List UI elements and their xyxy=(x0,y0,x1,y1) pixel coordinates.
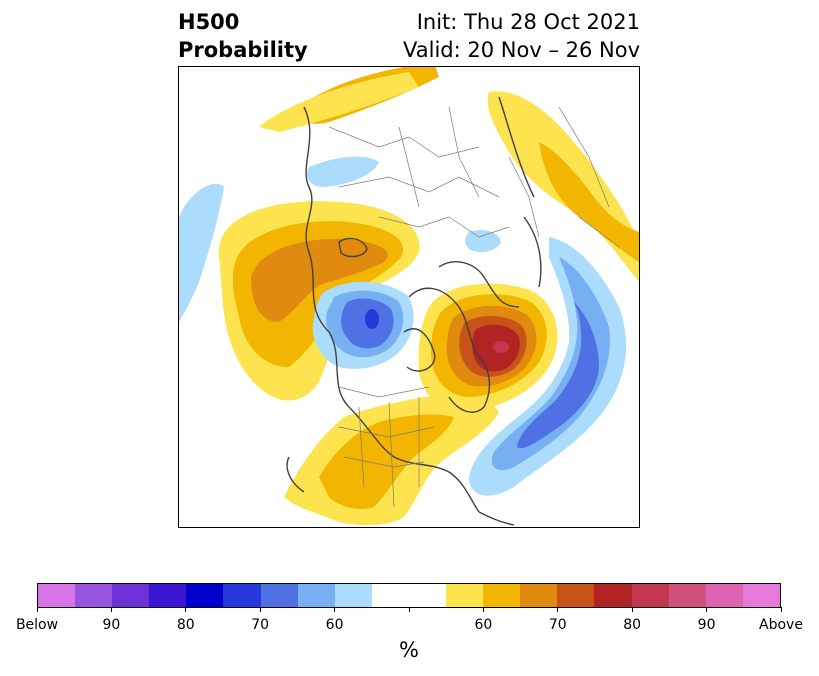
coastlines xyxy=(286,96,542,526)
map-dates: Init: Thu 28 Oct 2021 Valid: 20 Nov – 26… xyxy=(403,8,640,64)
colorbar-tick-label: 80 xyxy=(623,617,642,633)
colorbar-tick-label: 70 xyxy=(251,617,270,633)
map-canvas xyxy=(179,67,639,526)
colorbar-segment xyxy=(38,584,76,607)
colorbar-tick-mark xyxy=(408,607,410,612)
colorbar-tick-label: 60 xyxy=(474,617,493,633)
colorbar-segment xyxy=(149,584,187,607)
colorbar-tick-mark xyxy=(259,607,261,612)
colorbar-tick-mark xyxy=(185,607,187,612)
colorbar-tick-mark xyxy=(557,607,559,612)
colorbar-segment xyxy=(668,584,706,607)
title-variable: H500 xyxy=(178,10,240,34)
anomaly-above-atlantic xyxy=(418,283,558,413)
colorbar-segment xyxy=(557,584,595,607)
valid-range: Valid: 20 Nov – 26 Nov xyxy=(403,38,640,62)
colorbar xyxy=(37,583,781,608)
colorbar-segment xyxy=(112,584,150,607)
colorbar-segment xyxy=(186,584,224,607)
anomaly-above-asia xyxy=(259,67,639,282)
colorbar-tick-mark xyxy=(780,607,782,612)
colorbar-segment xyxy=(75,584,113,607)
colorbar-tick-label: 90 xyxy=(697,617,716,633)
anomaly-below-west xyxy=(179,156,501,322)
colorbar-segment xyxy=(260,584,298,607)
colorbar-segment xyxy=(371,584,409,607)
colorbar-segment xyxy=(223,584,261,607)
colorbar-unit: % xyxy=(399,638,419,662)
title-type: Probability xyxy=(178,38,308,62)
colorbar-segment xyxy=(705,584,743,607)
anomaly-below-arctic xyxy=(312,281,414,369)
colorbar-tick-mark xyxy=(631,607,633,612)
colorbar-tick-label: Above xyxy=(759,617,803,633)
colorbar-tick-mark xyxy=(706,607,708,612)
colorbar-segment xyxy=(594,584,632,607)
init-date: Init: Thu 28 Oct 2021 xyxy=(416,10,640,34)
colorbar-tick-label: Below xyxy=(15,617,59,633)
colorbar-tick-mark xyxy=(110,607,112,612)
colorbar-segment xyxy=(742,584,780,607)
colorbar-segment xyxy=(334,584,372,607)
colorbar-segment xyxy=(446,584,484,607)
colorbar-segment xyxy=(483,584,521,607)
colorbar-segment xyxy=(631,584,669,607)
colorbar-tick-label: 80 xyxy=(176,617,195,633)
anomaly-below-atlantic xyxy=(469,237,627,496)
probability-map xyxy=(178,66,640,528)
colorbar-tick-label: 70 xyxy=(548,617,567,633)
colorbar-segment xyxy=(408,584,447,607)
colorbar-tick-label: 90 xyxy=(102,617,121,633)
colorbar-segment xyxy=(520,584,558,607)
colorbar-tick-mark xyxy=(334,607,336,612)
political-borders xyxy=(328,106,620,508)
map-title: H500 Probability xyxy=(178,8,308,64)
colorbar-tick-label: 60 xyxy=(325,617,344,633)
colorbar-tick-mark xyxy=(482,607,484,612)
colorbar-segment xyxy=(297,584,335,607)
colorbar-tick-mark xyxy=(36,607,38,612)
